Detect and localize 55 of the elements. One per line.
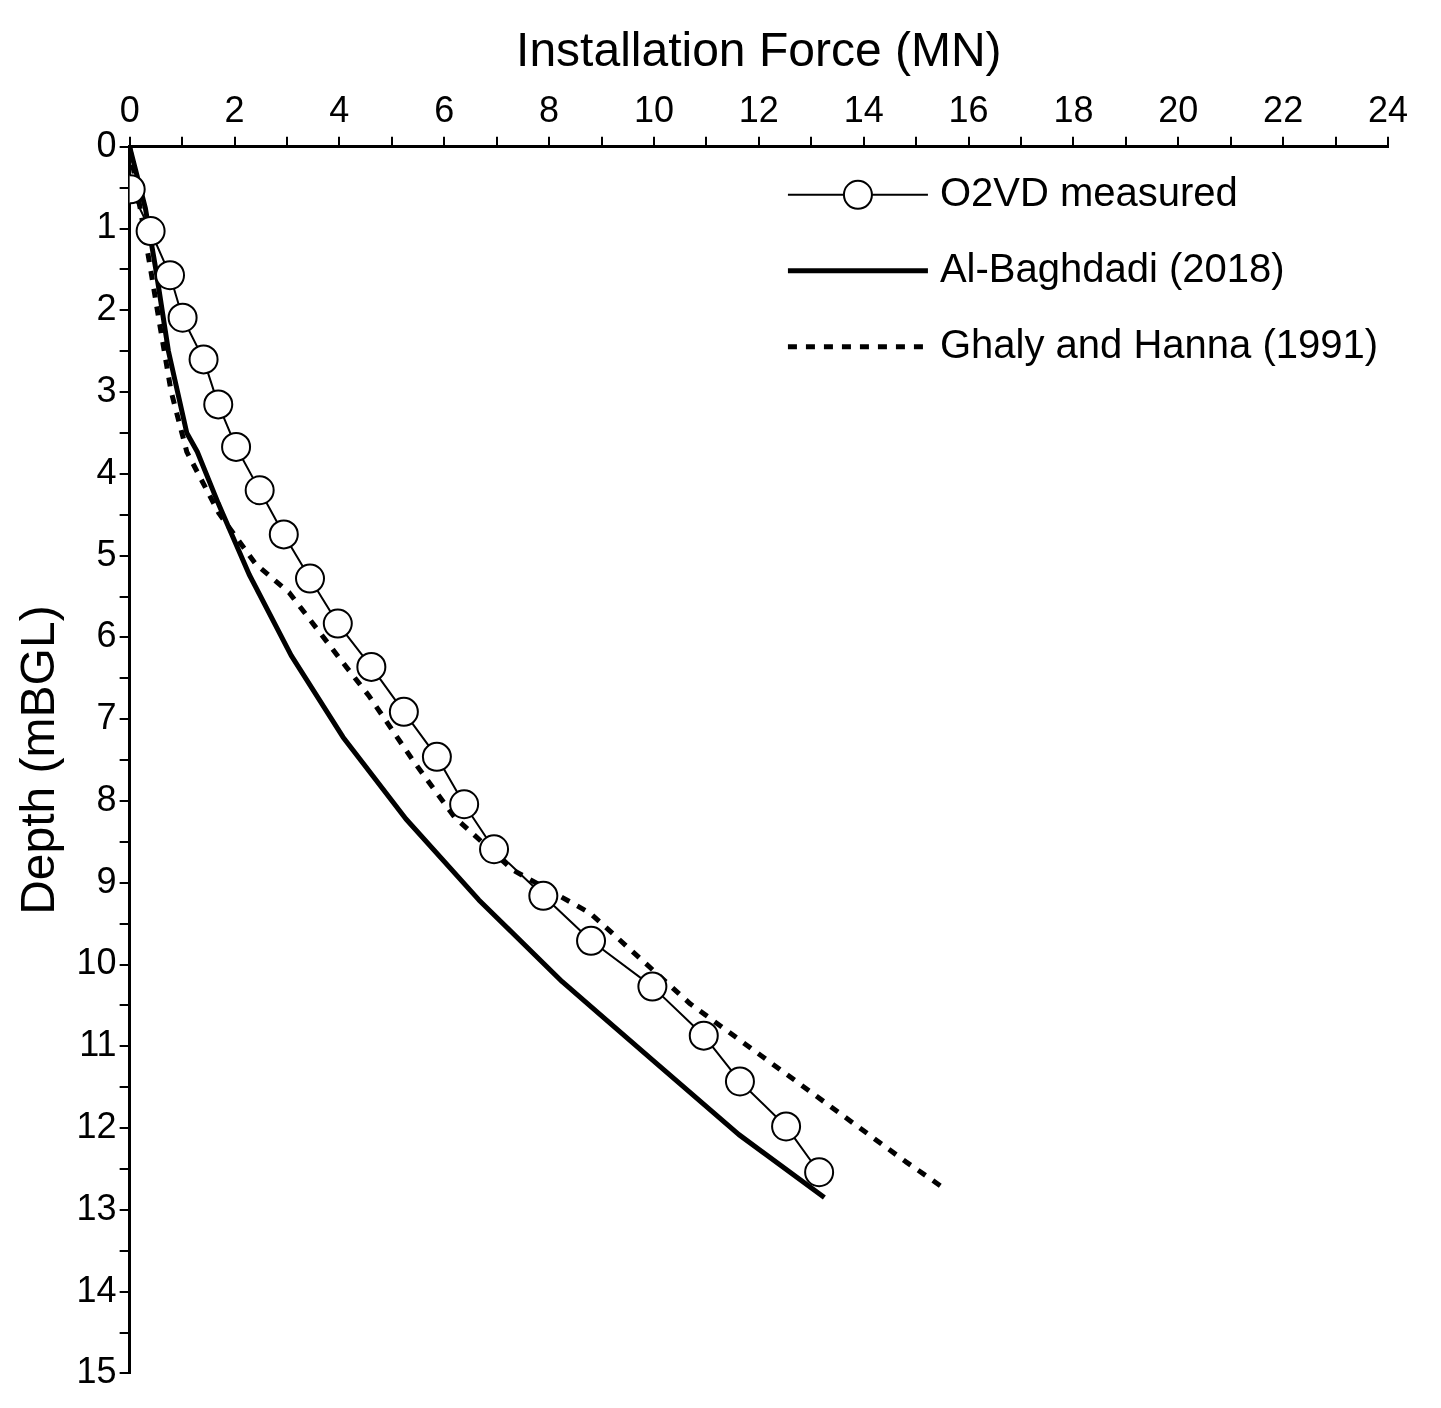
y-tick-label: 0 [96, 123, 117, 165]
point [771, 1111, 802, 1142]
x-axis-title: Installation Force (MN) [516, 23, 1002, 77]
point [449, 789, 480, 820]
y-tick-label: 14 [76, 1268, 117, 1310]
y-tick-label: 6 [96, 614, 117, 656]
x-tick-label: 10 [633, 89, 674, 131]
point [528, 880, 559, 911]
point [388, 696, 419, 727]
point [804, 1157, 835, 1188]
x-tick-label: 18 [1053, 89, 1094, 131]
point [356, 651, 387, 682]
y-tick-label: 10 [76, 941, 117, 983]
y-tick-label: 5 [96, 532, 117, 574]
x-tick-label: 12 [738, 89, 779, 131]
x-tick-label: 2 [224, 89, 245, 131]
point [203, 389, 234, 420]
x-tick-label: 22 [1263, 89, 1304, 131]
point [421, 741, 452, 772]
point [221, 431, 252, 462]
y-tick-label: 12 [76, 1105, 117, 1146]
y-tick-label: 15 [76, 1350, 117, 1392]
y-tick-label: 7 [96, 696, 117, 738]
legend-label: Al-Baghdadi (2018) [939, 245, 1285, 290]
x-tick-label: 14 [843, 89, 884, 131]
point [155, 260, 186, 291]
y-tick-label: 13 [76, 1186, 117, 1228]
y-axis-title: Depth (mBGL) [11, 605, 65, 915]
point [322, 608, 353, 639]
x-tick-label: 4 [329, 89, 350, 131]
point [724, 1066, 755, 1097]
x-tick-label: 24 [1367, 89, 1409, 131]
x-tick-label: 6 [434, 89, 455, 131]
y-tick-label: 11 [79, 1023, 117, 1065]
x-tick-label: 8 [539, 89, 560, 131]
point [688, 1020, 719, 1051]
point [268, 519, 299, 550]
y-tick-label: 9 [96, 859, 117, 901]
point [295, 563, 326, 594]
x-tick-label: 16 [948, 89, 989, 131]
legend-label: O2VD measured [939, 169, 1238, 214]
y-tick-label: 2 [96, 287, 117, 329]
point [576, 925, 607, 956]
y-tick-label: 3 [96, 369, 117, 411]
point [188, 344, 219, 375]
y-tick-label: 1 [96, 205, 117, 247]
point [637, 971, 668, 1002]
point [244, 475, 275, 506]
y-tick-label: 8 [96, 777, 117, 819]
point [167, 302, 198, 333]
x-tick-label: 20 [1158, 89, 1199, 131]
point [135, 216, 166, 247]
y-tick-label: 4 [96, 450, 117, 492]
legend-label: Ghaly and Hanna (1991) [939, 321, 1379, 366]
point [479, 834, 510, 865]
